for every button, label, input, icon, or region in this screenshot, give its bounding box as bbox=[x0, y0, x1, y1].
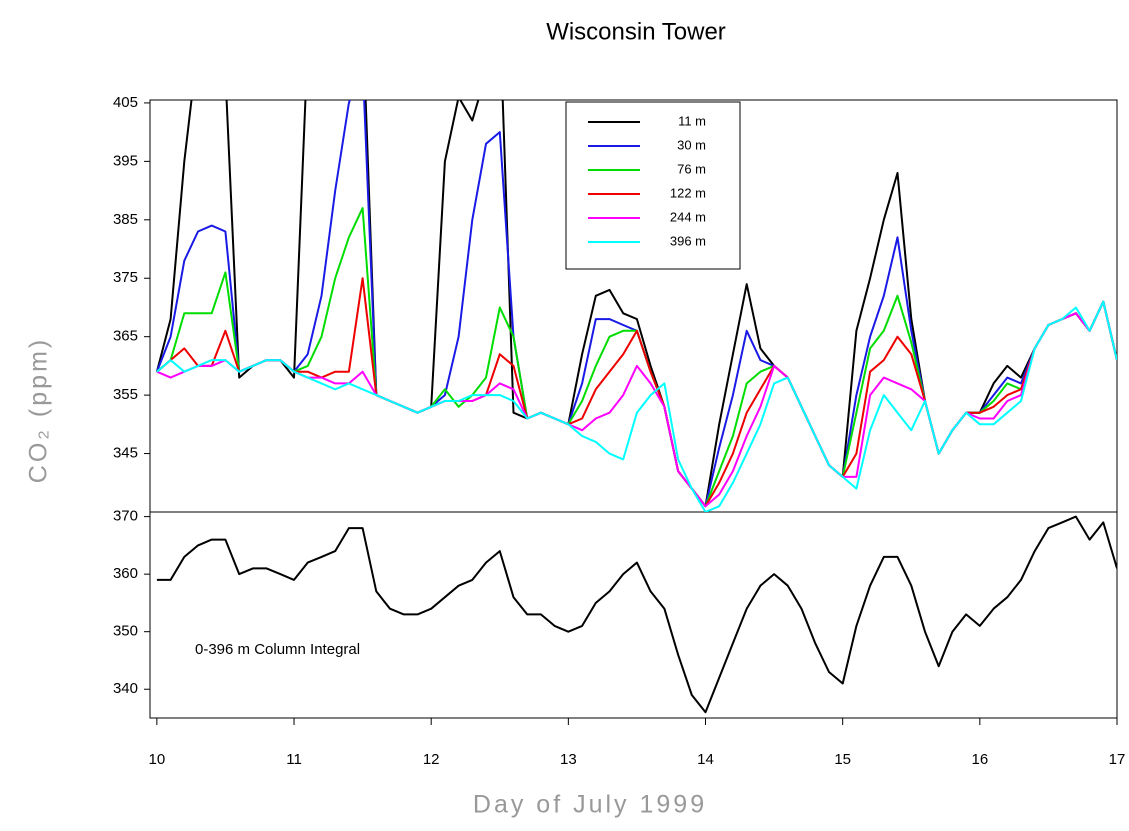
y-tick-label: 405 bbox=[113, 94, 138, 111]
x-tick-label: 12 bbox=[423, 751, 440, 768]
y-tick-label: 375 bbox=[113, 269, 138, 286]
y-tick-label: 355 bbox=[113, 386, 138, 403]
legend-box bbox=[565, 101, 741, 270]
x-tick-label: 13 bbox=[560, 751, 577, 768]
plot-frame bbox=[149, 99, 1118, 719]
legend-label: 396 m bbox=[670, 233, 706, 248]
y-tick-label: 360 bbox=[113, 565, 138, 582]
series-line bbox=[156, 515, 1117, 714]
legend-label: 244 m bbox=[670, 209, 706, 224]
legend-label: 30 m bbox=[677, 137, 706, 152]
y-tick-label: 370 bbox=[113, 508, 138, 525]
x-tick-label: 14 bbox=[697, 751, 714, 768]
y-tick-label: 345 bbox=[113, 445, 138, 462]
x-tick-label: 17 bbox=[1109, 751, 1126, 768]
annotation: 0-396 m Column Integral bbox=[195, 641, 360, 658]
y-tick-label: 365 bbox=[113, 328, 138, 345]
x-axis-label: Day of July 1999 bbox=[473, 791, 707, 819]
y-tick-label: 395 bbox=[113, 152, 138, 169]
y-tick-label: 350 bbox=[113, 623, 138, 640]
x-tick-label: 11 bbox=[286, 751, 302, 768]
series-line bbox=[156, 277, 1117, 508]
y-tick-label: 385 bbox=[113, 211, 138, 228]
series-line bbox=[156, 300, 1117, 512]
y-axis-label: CO₂ (ppm) bbox=[25, 337, 53, 483]
y-tick-label: 340 bbox=[113, 680, 138, 697]
x-tick-label: 15 bbox=[834, 751, 851, 768]
legend-label: 11 m bbox=[678, 113, 706, 128]
x-tick-label: 10 bbox=[149, 751, 166, 768]
legend-label: 122 m bbox=[670, 185, 706, 200]
legend-label: 76 m bbox=[677, 161, 706, 176]
x-tick-label: 16 bbox=[971, 751, 988, 768]
chart-title: Wisconsin Tower bbox=[546, 18, 726, 45]
